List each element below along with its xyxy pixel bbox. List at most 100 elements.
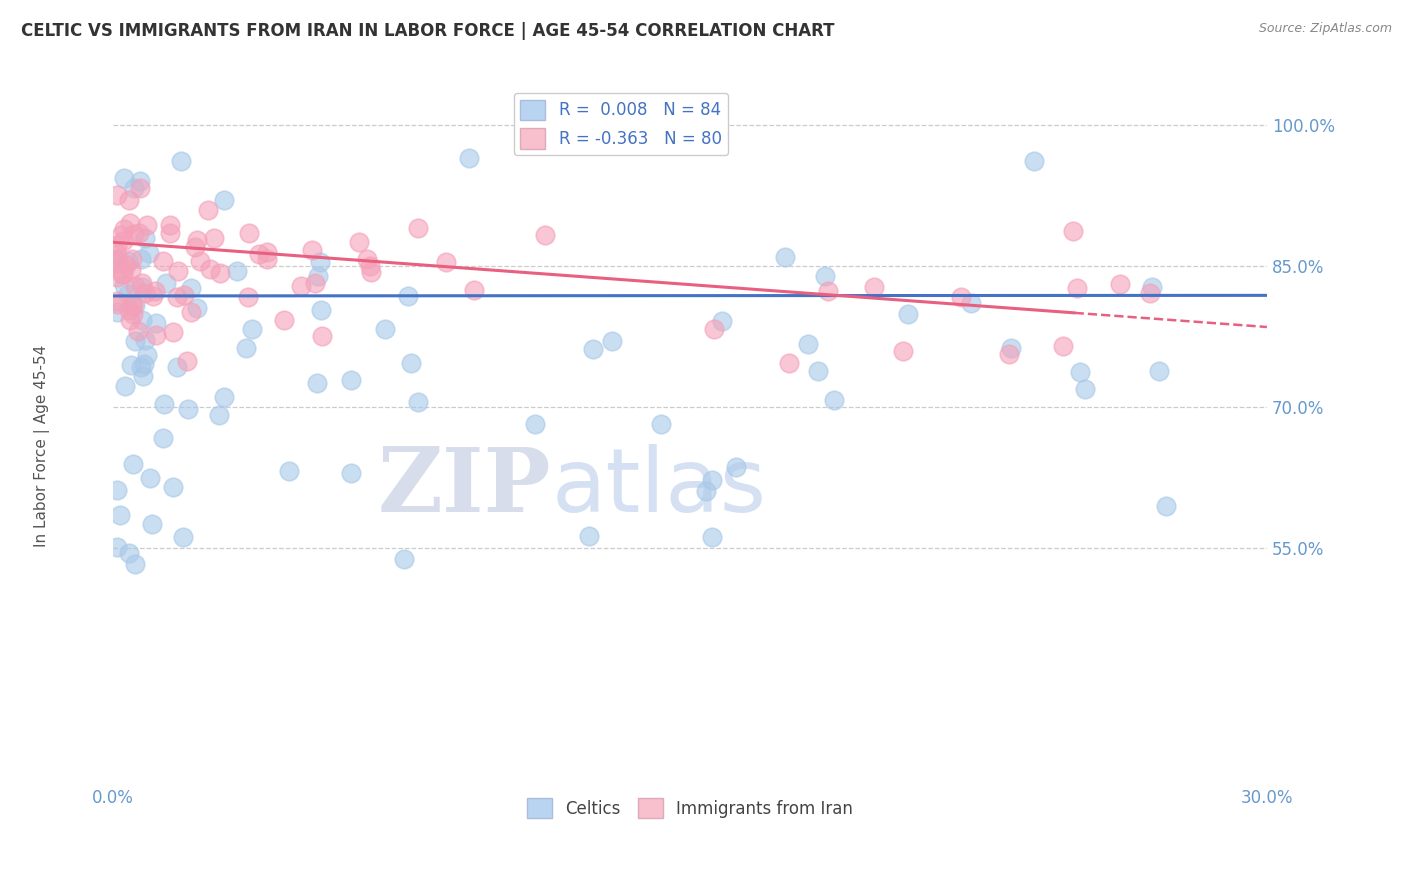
Point [120, 359, 142, 373]
Point [141, 517, 163, 532]
Point [773, 250, 796, 264]
Point [132, 368, 155, 383]
Point [823, 392, 845, 407]
Point [184, 239, 207, 253]
Point [212, 390, 235, 404]
Point [463, 283, 485, 297]
Point [700, 474, 723, 488]
Point [173, 287, 195, 301]
Point [120, 313, 142, 327]
Point [115, 258, 138, 272]
Point [139, 471, 162, 485]
Point [134, 231, 156, 245]
Point [124, 279, 146, 293]
Point [959, 295, 981, 310]
Point [711, 314, 734, 328]
Point [406, 221, 429, 235]
Point [186, 301, 208, 315]
Point [117, 253, 139, 268]
Point [129, 181, 152, 195]
Point [1147, 364, 1170, 378]
Point [307, 376, 329, 391]
Point [159, 226, 181, 240]
Point [863, 279, 886, 293]
Legend: Celtics, Immigrants from Iran: Celtics, Immigrants from Iran [520, 791, 859, 825]
Point [112, 234, 135, 248]
Text: atlas: atlas [551, 443, 766, 531]
Point [127, 324, 149, 338]
Point [121, 252, 143, 266]
Point [897, 307, 920, 321]
Point [124, 334, 146, 348]
Point [188, 254, 211, 268]
Point [111, 267, 134, 281]
Point [309, 255, 332, 269]
Point [128, 174, 150, 188]
Point [240, 322, 263, 336]
Point [122, 227, 145, 241]
Point [581, 342, 603, 356]
Point [170, 153, 193, 168]
Point [817, 284, 839, 298]
Point [1024, 153, 1046, 168]
Point [256, 245, 278, 260]
Point [394, 552, 416, 566]
Point [136, 347, 159, 361]
Point [172, 530, 194, 544]
Point [177, 402, 200, 417]
Point [145, 317, 167, 331]
Point [180, 305, 202, 319]
Point [602, 334, 624, 348]
Point [406, 395, 429, 409]
Point [129, 359, 152, 374]
Point [273, 312, 295, 326]
Point [256, 252, 278, 266]
Point [202, 231, 225, 245]
Point [176, 354, 198, 368]
Point [311, 329, 333, 343]
Point [311, 303, 333, 318]
Point [134, 334, 156, 348]
Point [122, 299, 145, 313]
Point [891, 344, 914, 359]
Point [131, 276, 153, 290]
Point [138, 246, 160, 260]
Point [197, 202, 219, 217]
Point [1140, 280, 1163, 294]
Point [186, 233, 208, 247]
Point [118, 546, 141, 560]
Point [110, 228, 132, 243]
Point [998, 347, 1021, 361]
Point [703, 321, 725, 335]
Point [105, 238, 128, 252]
Point [1052, 339, 1074, 353]
Point [695, 484, 717, 499]
Point [212, 193, 235, 207]
Point [118, 216, 141, 230]
Point [152, 253, 174, 268]
Point [401, 356, 423, 370]
Point [136, 218, 159, 232]
Point [124, 557, 146, 571]
Point [807, 364, 830, 378]
Point [347, 235, 370, 249]
Point [278, 465, 301, 479]
Point [533, 227, 555, 242]
Point [797, 337, 820, 351]
Point [105, 256, 128, 270]
Point [1154, 499, 1177, 513]
Point [304, 276, 326, 290]
Point [105, 540, 128, 554]
Point [724, 459, 747, 474]
Point [340, 467, 363, 481]
Point [167, 263, 190, 277]
Point [1139, 286, 1161, 301]
Point [814, 268, 837, 283]
Point [301, 243, 323, 257]
Point [340, 373, 363, 387]
Point [117, 303, 139, 318]
Point [129, 252, 152, 267]
Point [105, 247, 128, 261]
Point [458, 151, 481, 165]
Text: ZIP: ZIP [378, 443, 551, 531]
